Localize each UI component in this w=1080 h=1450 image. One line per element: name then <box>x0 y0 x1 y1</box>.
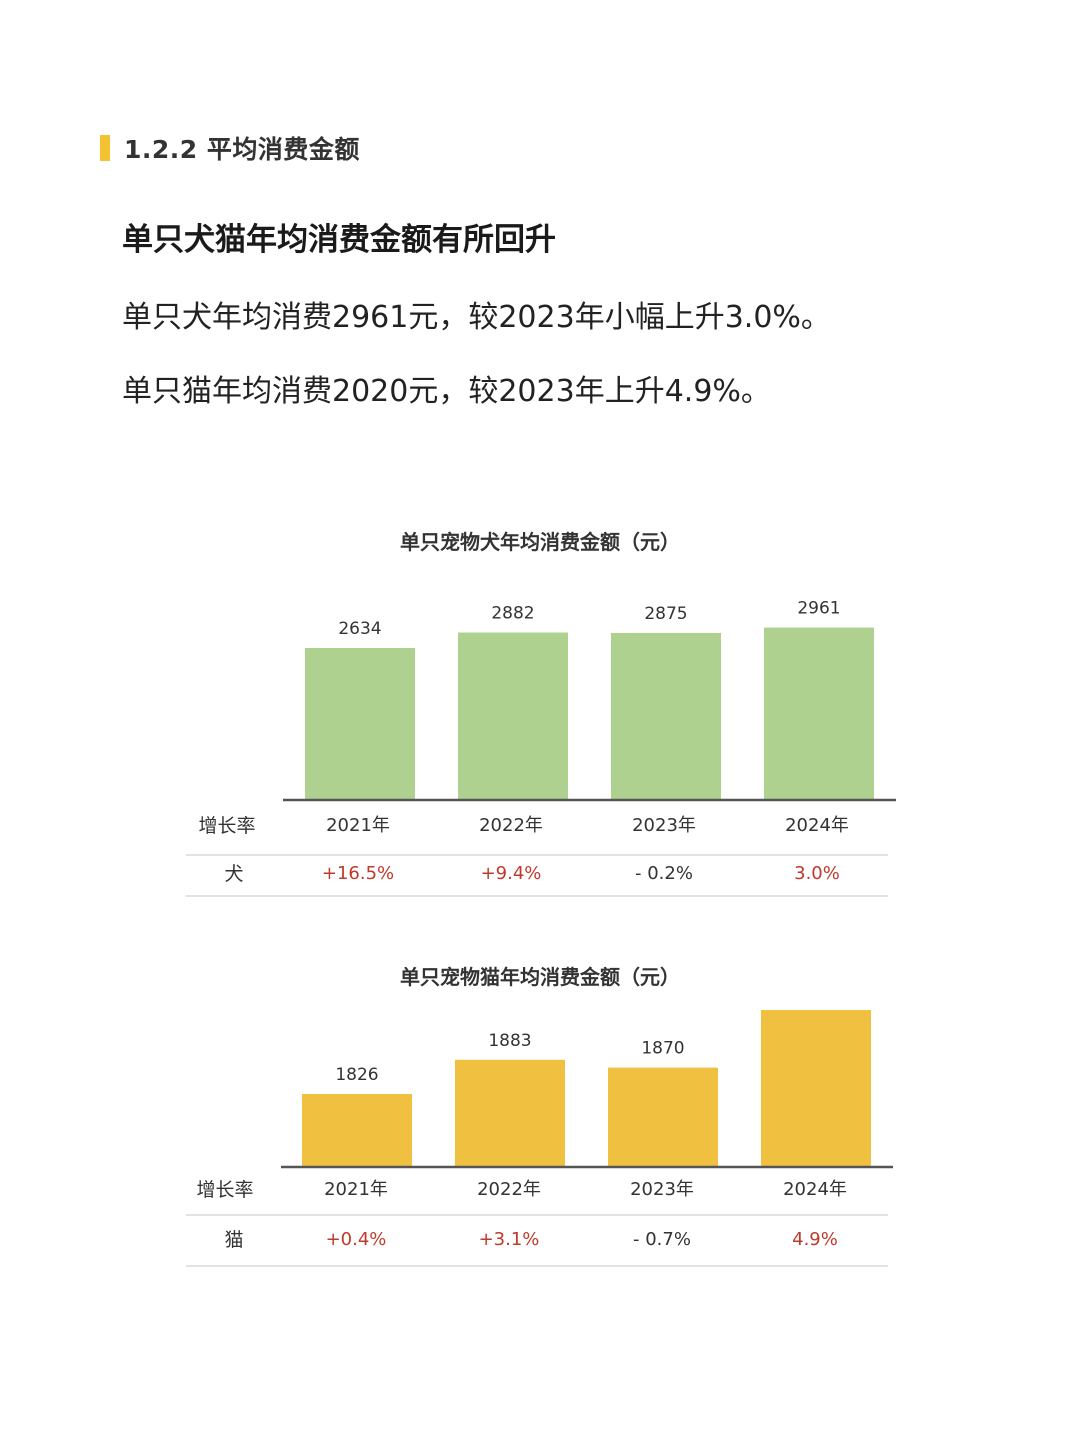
year-label: 2022年 <box>479 815 543 836</box>
dog-chart-title: 单只宠物犬年均消费金额（元） <box>400 530 680 554</box>
bar-value-label: 1826 <box>335 1065 378 1085</box>
paragraph-cat: 单只猫年均消费2020元，较2023年上升4.9%。 <box>122 374 771 409</box>
bar-2024年 <box>764 627 874 799</box>
year-label: 2022年 <box>477 1179 541 1200</box>
year-label: 2021年 <box>324 1179 388 1200</box>
cat-growth-header-row: 增长率 2021年 2022年 2023年 2024年 <box>186 1170 888 1210</box>
growth-rate: 4.9% <box>792 1229 838 1250</box>
bar-2021年 <box>305 648 415 799</box>
year-label: 2024年 <box>783 1179 847 1200</box>
bar-2023年 <box>611 632 721 799</box>
section-title: 1.2.2 平均消费金额 <box>124 135 360 164</box>
bar-value-label: 2961 <box>797 599 840 619</box>
bar-2022年 <box>455 1059 565 1166</box>
year-label: 2021年 <box>326 815 390 836</box>
dog-growth-header-row: 增长率 2021年 2022年 2023年 2024年 <box>186 806 888 846</box>
growth-rate: - 0.7% <box>633 1229 691 1250</box>
year-label: 2023年 <box>632 815 696 836</box>
bar-value-label: 1870 <box>641 1039 684 1059</box>
growth-rate: +16.5% <box>321 863 395 884</box>
year-label: 2023年 <box>630 1179 694 1200</box>
row-label-cat: 猫 <box>224 1229 244 1251</box>
bar-2024年 <box>761 1010 871 1166</box>
table-bottom-line <box>186 1265 888 1267</box>
bar-value-label: 2875 <box>644 604 687 624</box>
growth-rate: +3.1% <box>478 1229 540 1250</box>
section-accent-bar <box>100 135 110 161</box>
bar-2023年 <box>608 1067 718 1166</box>
growth-rate: +0.4% <box>325 1229 387 1250</box>
dog-growth-row: 犬 +16.5% +9.4% - 0.2% 3.0% <box>186 854 888 894</box>
row-label-dog: 犬 <box>224 863 244 885</box>
bar-2022年 <box>458 632 568 799</box>
cat-chart-title: 单只宠物猫年均消费金额（元） <box>400 965 680 989</box>
headline: 单只犬猫年均消费金额有所回升 <box>122 222 556 258</box>
dog-bar-chart: 2634 2882 2875 2961 <box>283 599 896 802</box>
growth-rate-header: 增长率 <box>196 1179 254 1201</box>
growth-rate: 3.0% <box>794 863 840 884</box>
table-divider <box>186 854 888 856</box>
growth-rate: - 0.2% <box>635 863 693 884</box>
bar-value-label: 2634 <box>338 619 381 639</box>
bar-value-label: 2882 <box>491 604 534 624</box>
section-heading: 1.2.2 平均消费金额 <box>100 128 360 168</box>
bar-value-label: 1883 <box>488 1031 531 1051</box>
cat-growth-row: 猫 +0.4% +3.1% - 0.7% 4.9% <box>186 1220 888 1260</box>
paragraph-dog: 单只犬年均消费2961元，较2023年小幅上升3.0%。 <box>122 300 831 335</box>
year-label: 2024年 <box>785 815 849 836</box>
growth-rate: +9.4% <box>480 863 542 884</box>
table-divider <box>186 1214 888 1216</box>
cat-bar-chart: 1826188318702020 <box>281 1010 893 1169</box>
bar-2021年 <box>302 1094 412 1166</box>
table-bottom-line <box>186 895 888 897</box>
growth-rate-header: 增长率 <box>198 815 256 837</box>
